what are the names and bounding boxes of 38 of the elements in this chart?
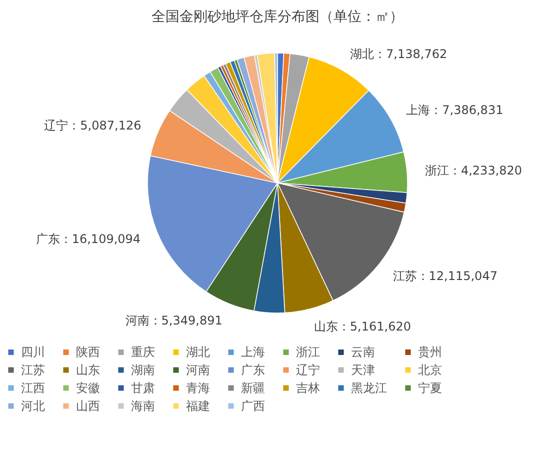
legend-label: 黑龙江 [351,381,387,395]
legend-label: 陕西 [76,345,100,360]
legend-label: 江西 [21,381,45,395]
legend-label: 青海 [186,381,210,395]
legend-label: 海南 [131,399,155,413]
legend-label: 天津 [351,363,375,377]
legend-label: 山西 [76,399,100,413]
legend-label: 吉林 [296,381,320,395]
legend-label: 辽宁 [296,363,320,377]
legend-label: 北京 [418,363,442,377]
legend-label: 湖南 [131,363,155,377]
legend-label: 上海 [241,345,265,360]
legend-label: 山东 [76,363,100,377]
data-label: 上海：7,386,831 [406,102,504,117]
legend-label: 重庆 [131,345,155,360]
data-label: 广东：16,109,094 [36,232,141,246]
legend-label: 云南 [351,345,375,360]
legend-label: 河北 [21,399,45,413]
legend-label: 四川 [21,345,45,360]
legend-label: 广西 [241,399,265,413]
legend-label: 安徽 [76,381,100,395]
legend-label: 甘肃 [131,381,155,395]
legend-label: 江苏 [21,363,45,377]
data-label: 山东：5,161,620 [314,319,412,334]
legend-label: 河南 [186,363,210,377]
legend-label: 新疆 [241,381,265,395]
data-label: 辽宁：5,087,126 [44,118,142,132]
legend-label: 福建 [186,399,210,413]
chart-title: 全国金刚砂地坪仓库分布图（单位：㎡） [152,9,404,25]
legend-label: 浙江 [296,345,320,360]
data-label: 湖北：7,138,762 [350,46,448,61]
legend-label: 广东 [241,363,265,377]
legend-label: 贵州 [418,345,442,360]
data-label: 河南：5,349,891 [125,313,222,328]
legend-label: 宁夏 [418,381,442,395]
data-label: 浙江：4,233,820 [424,164,522,178]
data-label: 江苏：12,115,047 [392,268,498,283]
legend-label: 湖北 [186,345,210,360]
